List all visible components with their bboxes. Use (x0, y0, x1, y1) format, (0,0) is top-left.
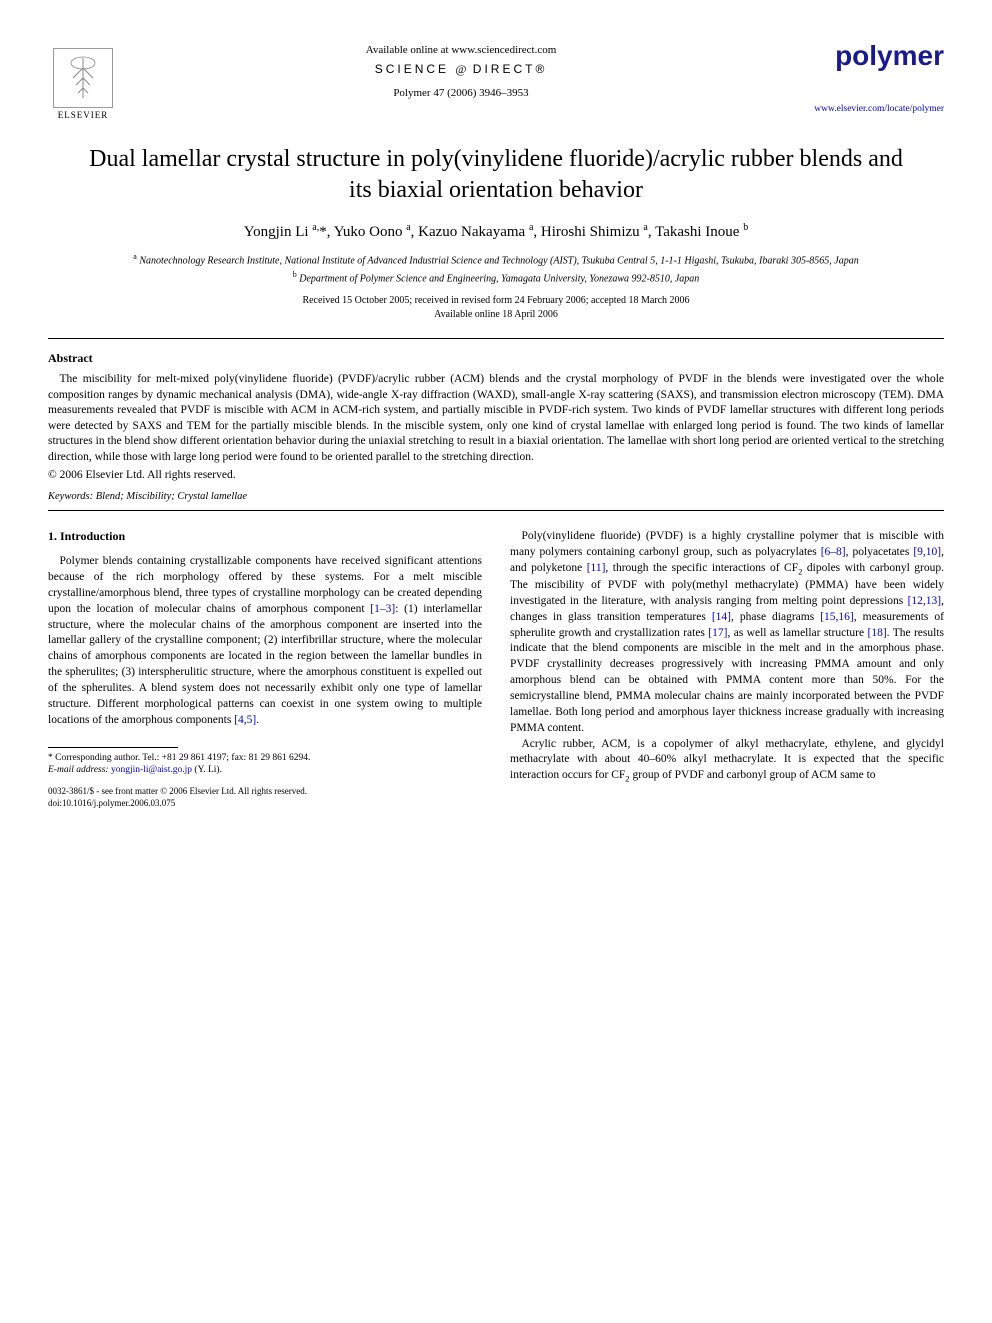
right-column: Poly(vinylidene fluoride) (PVDF) is a hi… (510, 529, 944, 810)
corresponding-author-footnote: * Corresponding author. Tel.: +81 29 861… (48, 752, 482, 777)
abstract-body: The miscibility for melt-mixed poly(viny… (48, 372, 944, 465)
article-title: Dual lamellar crystal structure in poly(… (88, 144, 904, 206)
elsevier-label: ELSEVIER (58, 110, 109, 120)
left-column: 1. Introduction Polymer blends containin… (48, 529, 482, 810)
section-1-heading: 1. Introduction (48, 529, 482, 544)
intro-para-2: Poly(vinylidene fluoride) (PVDF) is a hi… (510, 529, 944, 737)
ref-link[interactable]: [6–8] (821, 546, 846, 558)
author-list: Yongjin Li a,*, Yuko Oono a, Kazuo Nakay… (48, 222, 944, 241)
affiliation-a: Nanotechnology Research Institute, Natio… (139, 256, 858, 267)
footer-copyright: 0032-3861/$ - see front matter © 2006 El… (48, 786, 482, 809)
corresponding-text: * Corresponding author. Tel.: +81 29 861… (48, 752, 482, 764)
abstract-heading: Abstract (48, 351, 944, 366)
doi-line: doi:10.1016/j.polymer.2006.03.075 (48, 798, 482, 810)
available-online-text: Available online at www.sciencedirect.co… (118, 44, 804, 56)
dates-online: Available online 18 April 2006 (48, 308, 944, 322)
email-link[interactable]: yongjin-li@aist.go.jp (111, 765, 192, 775)
divider-top (48, 338, 944, 339)
affiliations: a Nanotechnology Research Institute, Nat… (48, 251, 944, 286)
abstract-copyright: © 2006 Elsevier Ltd. All rights reserved… (48, 469, 944, 481)
article-dates: Received 15 October 2005; received in re… (48, 294, 944, 322)
ref-link[interactable]: [17] (708, 627, 727, 639)
intro-para-3: Acrylic rubber, ACM, is a copolymer of a… (510, 737, 944, 786)
journal-logo-block: polymer www.elsevier.com/locate/polymer (804, 40, 944, 114)
at-icon: @ (455, 62, 466, 76)
header-center: Available online at www.sciencedirect.co… (118, 40, 804, 99)
affiliation-b: Department of Polymer Science and Engine… (299, 273, 699, 284)
ref-link[interactable]: [15,16] (820, 611, 854, 623)
ref-link[interactable]: [18] (868, 627, 887, 639)
intro-para-1: Polymer blends containing crystallizable… (48, 554, 482, 728)
issn-line: 0032-3861/$ - see front matter © 2006 El… (48, 786, 482, 798)
two-column-body: 1. Introduction Polymer blends containin… (48, 529, 944, 810)
keywords-label: Keywords: (48, 491, 93, 502)
divider-bottom (48, 510, 944, 511)
keywords-value: Blend; Miscibility; Crystal lamellae (96, 491, 247, 502)
email-tail: (Y. Li). (194, 765, 222, 775)
journal-reference: Polymer 47 (2006) 3946–3953 (118, 87, 804, 99)
sciencedirect-text-1: SCIENCE (375, 62, 449, 76)
ref-link[interactable]: [9,10] (913, 546, 941, 558)
sciencedirect-logo: SCIENCE @ DIRECT® (118, 62, 804, 77)
ref-link[interactable]: [4,5] (234, 714, 256, 726)
elsevier-logo: ELSEVIER (48, 40, 118, 120)
sciencedirect-text-2: DIRECT® (473, 62, 548, 76)
ref-link[interactable]: [12,13] (908, 595, 942, 607)
page-header: ELSEVIER Available online at www.science… (48, 40, 944, 120)
footnote-divider (48, 747, 178, 748)
dates-received: Received 15 October 2005; received in re… (48, 294, 944, 308)
keywords: Keywords: Blend; Miscibility; Crystal la… (48, 491, 944, 502)
ref-link[interactable]: [11] (587, 562, 606, 574)
ref-link[interactable]: [14] (712, 611, 731, 623)
journal-url-link[interactable]: www.elsevier.com/locate/polymer (804, 104, 944, 114)
email-label: E-mail address: (48, 765, 109, 775)
elsevier-tree-icon (53, 48, 113, 108)
polymer-journal-logo: polymer (804, 40, 944, 72)
ref-link[interactable]: [1–3] (370, 603, 395, 615)
